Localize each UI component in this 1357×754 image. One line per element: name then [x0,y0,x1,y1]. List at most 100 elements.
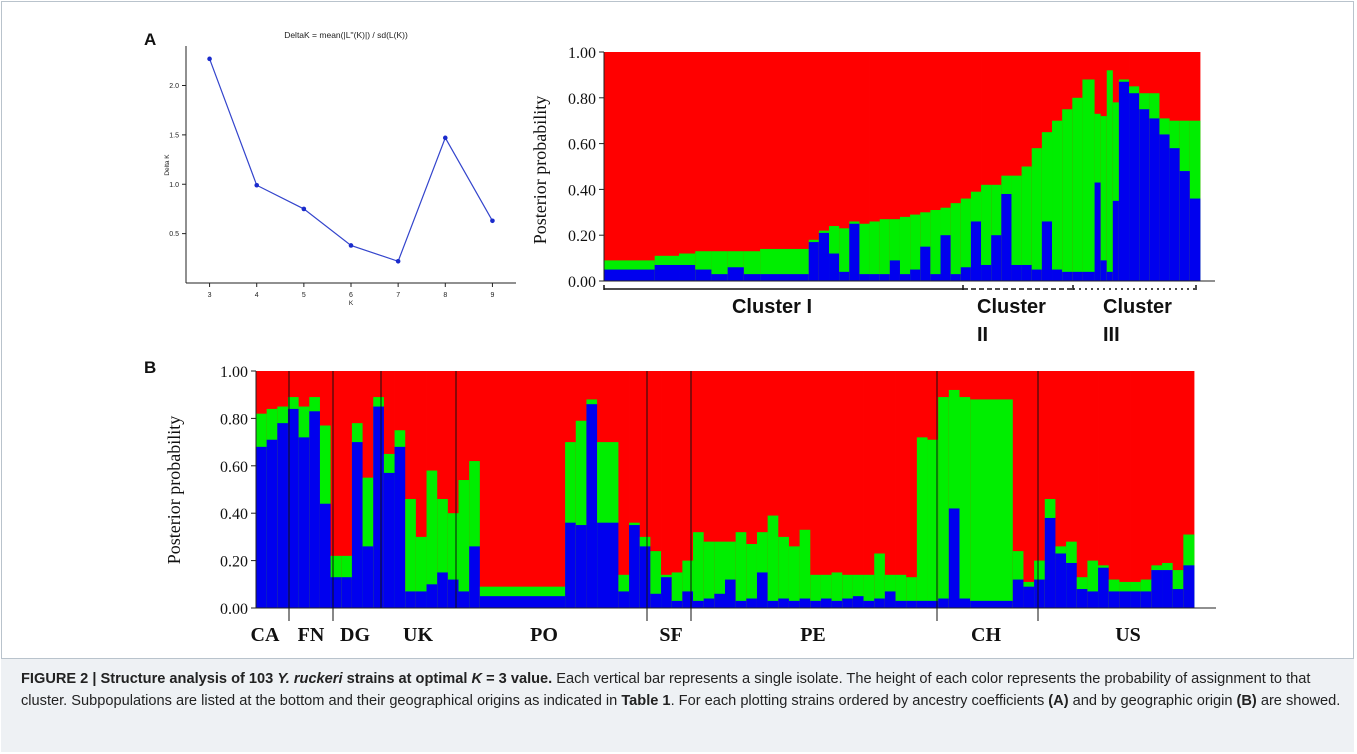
caption-body-3: and by geographic origin [1068,692,1237,709]
bar-segment-green [362,477,374,608]
bar-segment-blue [1044,517,1056,608]
caption-title-mid: strains at optimal [342,671,472,687]
bar-segment-green [437,498,449,608]
caption-title-species: Y. ruckeri [277,671,343,687]
bar-segment-blue [1169,148,1181,281]
bar-segment-blue [970,221,982,281]
bar-segment-red [767,371,779,608]
bar-segment-red [629,371,641,608]
bar-segment-blue [693,600,705,608]
bar-segment-red [1012,371,1024,608]
structure-a-y-axis-label: Posterior probability [530,96,550,244]
bar-segment-green [1031,148,1043,281]
bar-segment-green [1062,109,1073,281]
bar-segment-green [725,541,737,608]
bar-segment-green [714,541,726,608]
bar-segment-blue [479,596,566,608]
bar-segment-blue [266,439,278,608]
structure-y-tick-label: 1.00 [220,364,248,381]
bar-segment-blue [788,600,801,608]
bar-segment-red [960,52,972,281]
bar-segment-blue [351,442,363,608]
bar-segment-blue [959,598,971,608]
bar-segment-red [682,371,694,608]
bar-segment-green [767,515,779,608]
bar-segment-blue [820,598,832,608]
bar-segment-red [810,371,822,608]
bar-segment-blue [1023,586,1035,608]
bar-segment-blue [735,600,747,608]
bar-segment-blue [604,269,656,281]
bar-segment-red [341,371,353,608]
bar-segment-blue [654,264,680,281]
bar-segment-red [1151,371,1163,608]
bar-segment-blue [277,423,289,608]
structure-y-tick-label: 0.40 [568,182,596,199]
bar-segment-red [695,52,712,281]
bar-segment-red [970,52,982,281]
bar-segment-red [437,371,449,608]
bar-segment-green [938,397,950,608]
bar-segment-blue [1011,264,1023,281]
bar-segment-blue [373,406,385,608]
bar-segment-blue [1072,271,1083,281]
bar-segment-green [948,389,960,608]
figure-caption: FIGURE 2 | Structure analysis of 103 Y. … [21,669,1341,712]
cluster-ii-label: Cluster II [977,296,1046,346]
bar-segment-green [889,219,901,281]
delta-k-x-tick-label: 6 [349,292,353,299]
bar-segment-blue [330,577,342,608]
bar-segment-blue [743,274,761,281]
bar-segment-blue [948,508,960,608]
caption-title-k: K [471,671,483,687]
bar-segment-blue [309,411,321,608]
bar-segment-red [1162,371,1174,608]
bar-segment-red [735,371,747,608]
bar-segment-green [469,461,481,608]
bar-segment-red [899,52,911,281]
delta-k-y-tick-label: 1.5 [169,132,179,139]
origin-label-dg: DG [340,624,370,646]
structure-y-tick-label: 0.80 [220,411,248,428]
bar-segment-red [693,371,705,608]
bar-segment-blue [799,598,811,608]
bar-segment-blue [756,572,769,608]
bar-segment-red [889,52,901,281]
bar-segment-blue [910,269,921,281]
bar-segment-blue [319,503,332,608]
delta-k-x-tick-label: 9 [490,292,494,299]
bar-segment-blue [575,525,587,608]
delta-k-point [254,182,260,188]
delta-k-x-tick-label: 8 [443,292,447,299]
bar-segment-blue [1087,591,1099,608]
delta-k-point [395,258,401,264]
bar-segment-green [1011,175,1023,281]
panel-a-label: A [144,30,157,49]
bar-segment-green [879,219,891,281]
bar-segment-green [1100,116,1108,282]
bar-segment-blue [859,274,870,281]
bar-segment-red [1023,371,1035,608]
caption-figure-number: FIGURE 2 | [21,671,97,687]
bar-segment-red [727,52,745,281]
bar-segment-red [639,371,651,608]
bar-segment-blue [1119,591,1131,608]
bar-segment-blue [852,596,864,608]
bar-segment-red [906,371,918,608]
structure-y-tick-label: 0.60 [220,459,248,476]
bar-segment-red [874,371,886,608]
caption-table-ref: Table 1 [621,692,671,709]
delta-k-point [442,135,448,141]
bar-segment-red [930,52,941,281]
bar-segment-blue [839,271,850,281]
bar-segment-red [778,371,790,608]
origin-label-sf: SF [659,624,682,646]
origin-label-ca: CA [251,624,280,646]
bar-segment-green [810,574,822,608]
bar-segment-blue [879,274,891,281]
bar-segment-red [1183,371,1195,608]
bar-segment-green [682,560,694,608]
structure-y-tick-label: 0.00 [568,274,596,291]
